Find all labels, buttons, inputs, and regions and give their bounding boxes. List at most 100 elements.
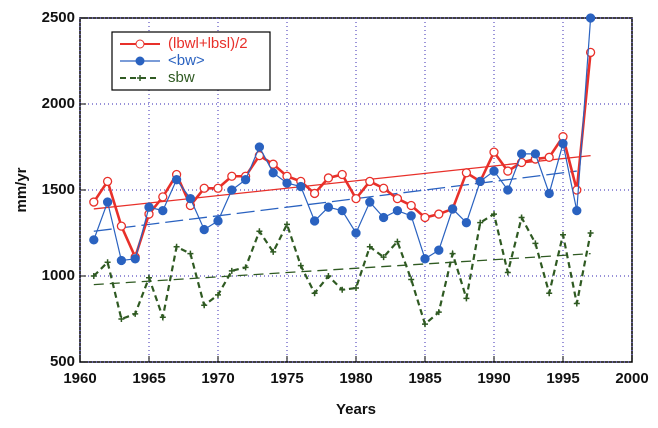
data-point (116, 221, 127, 231)
data-point (463, 295, 470, 302)
data-point (544, 152, 554, 162)
data-point (309, 188, 320, 199)
data-point (268, 168, 278, 178)
data-point (392, 205, 403, 216)
data-point (116, 255, 127, 266)
y-tick-label: 1500 (42, 181, 75, 198)
x-tick-label: 1965 (132, 370, 165, 387)
data-point (394, 238, 401, 245)
data-point (199, 183, 209, 193)
data-point (228, 267, 235, 274)
data-point (504, 269, 511, 276)
data-point (240, 175, 251, 185)
y-tick-label: 2500 (42, 9, 75, 26)
data-point (560, 231, 566, 238)
data-point (296, 181, 306, 192)
data-point (449, 250, 456, 257)
data-point (132, 310, 139, 317)
data-point (118, 316, 125, 322)
legend-marker (137, 75, 143, 81)
data-point (325, 273, 332, 279)
data-point (408, 276, 415, 283)
data-point (434, 209, 444, 219)
data-point (422, 321, 428, 328)
x-tick-label: 1995 (546, 370, 579, 387)
data-point (447, 204, 458, 214)
x-axis-label: Years (336, 401, 376, 418)
data-point (171, 175, 182, 185)
legend-label: sbw (168, 69, 195, 86)
data-point (104, 259, 111, 266)
data-point (435, 309, 442, 316)
data-point (530, 149, 541, 159)
data-point (146, 274, 152, 281)
y-axis-label: mm/yr (13, 167, 30, 212)
y-tick-label: 1000 (42, 267, 75, 284)
data-point (297, 262, 304, 269)
data-point (227, 171, 237, 181)
data-point (337, 169, 347, 180)
data-point (144, 202, 154, 212)
data-point (572, 205, 582, 216)
trend-line (93, 154, 591, 210)
y-tick-label: 2000 (42, 95, 75, 112)
trend-line (93, 252, 591, 286)
legend-marker (135, 39, 145, 49)
data-point (366, 243, 373, 250)
data-point (89, 235, 99, 245)
data-point (516, 149, 527, 159)
data-point (532, 240, 539, 247)
data-point (406, 211, 416, 221)
data-point (585, 13, 596, 23)
data-point (213, 183, 223, 193)
x-tick-label: 1980 (339, 370, 372, 387)
data-point (461, 168, 472, 178)
data-point (544, 188, 554, 199)
legend-marker (135, 56, 145, 66)
data-point (282, 178, 292, 188)
data-point (159, 314, 166, 321)
data-point (475, 176, 485, 187)
x-tick-label: 1970 (201, 370, 234, 387)
x-tick-label: 1985 (408, 370, 441, 387)
data-point (461, 218, 472, 228)
data-point (378, 212, 389, 223)
data-point (406, 200, 416, 211)
data-point (546, 290, 553, 297)
data-point (380, 254, 387, 261)
data-point (420, 254, 430, 264)
data-point (323, 202, 334, 212)
data-point (503, 166, 513, 176)
data-point (420, 212, 430, 223)
data-point (365, 197, 375, 207)
x-tick-label: 1960 (63, 370, 96, 387)
data-point (187, 250, 194, 257)
data-point (242, 264, 249, 271)
data-point (90, 273, 97, 279)
data-point (491, 211, 497, 218)
y-tick-label: 500 (50, 353, 75, 370)
data-point (353, 285, 359, 292)
data-point (587, 230, 594, 236)
data-point (227, 185, 237, 195)
data-point (130, 254, 140, 264)
data-point (215, 291, 221, 298)
data-point (392, 193, 403, 204)
data-point (339, 286, 346, 293)
data-point (351, 228, 361, 238)
data-point (158, 192, 168, 202)
data-point (503, 185, 513, 195)
data-point (558, 138, 568, 149)
data-point (185, 193, 196, 204)
data-point (213, 216, 223, 226)
data-point (309, 216, 320, 226)
data-point (173, 243, 180, 250)
legend-label: (lbwl+lbsl)/2 (168, 35, 248, 52)
data-point (270, 248, 277, 255)
data-point (489, 147, 499, 157)
data-point (573, 300, 580, 307)
data-point (311, 290, 318, 297)
trend-line (93, 170, 577, 232)
data-point (256, 228, 263, 235)
